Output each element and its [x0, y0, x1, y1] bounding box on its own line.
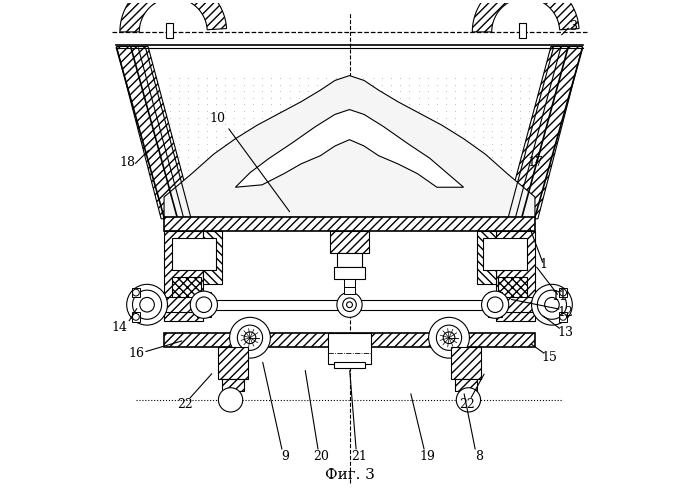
Text: 17: 17 [527, 156, 543, 168]
Text: 22: 22 [459, 398, 475, 411]
Polygon shape [473, 0, 579, 32]
Bar [164, 333, 535, 348]
Circle shape [133, 290, 161, 319]
Bar [132, 312, 140, 322]
Bar [495, 297, 535, 312]
Bar [330, 231, 369, 253]
Bar [222, 379, 244, 391]
Text: 20: 20 [313, 450, 329, 463]
Circle shape [436, 325, 461, 351]
Polygon shape [505, 47, 582, 219]
Bar [334, 267, 365, 279]
Circle shape [456, 388, 481, 412]
Bar [164, 218, 535, 231]
Bar [477, 231, 496, 284]
Text: 22: 22 [178, 398, 194, 411]
Polygon shape [164, 76, 535, 218]
Circle shape [337, 292, 362, 317]
Bar [204, 302, 495, 308]
Bar [164, 231, 203, 321]
Bar [199, 294, 209, 316]
Bar [166, 23, 173, 38]
Circle shape [140, 298, 154, 312]
Bar [173, 238, 216, 270]
Text: 15: 15 [542, 351, 557, 364]
Text: 21: 21 [352, 450, 367, 463]
Bar [203, 231, 222, 284]
Circle shape [538, 290, 566, 319]
Text: 3: 3 [570, 20, 578, 32]
Text: 1: 1 [540, 258, 548, 272]
Bar [132, 288, 140, 298]
Circle shape [218, 388, 243, 412]
Circle shape [560, 313, 566, 320]
Bar [488, 292, 503, 317]
Bar [204, 300, 495, 310]
Circle shape [347, 302, 352, 308]
Circle shape [133, 289, 139, 296]
Text: 8: 8 [475, 450, 482, 463]
Bar [334, 362, 365, 368]
Bar [483, 238, 526, 270]
Circle shape [238, 325, 263, 351]
Circle shape [343, 298, 356, 311]
Bar [218, 348, 247, 379]
Circle shape [560, 289, 566, 296]
Circle shape [244, 332, 256, 344]
Circle shape [127, 284, 168, 325]
Bar [452, 348, 481, 379]
Circle shape [190, 291, 217, 318]
Bar [519, 23, 526, 38]
Bar [455, 379, 477, 391]
Circle shape [196, 297, 212, 312]
Bar [498, 277, 526, 309]
Bar [559, 288, 567, 298]
Polygon shape [117, 47, 194, 219]
Circle shape [133, 313, 139, 320]
Text: 19: 19 [419, 450, 435, 463]
Bar [328, 333, 371, 364]
Text: 14: 14 [111, 321, 127, 333]
Bar [559, 312, 567, 322]
Text: 11: 11 [552, 290, 567, 303]
Bar [173, 277, 201, 309]
Bar [338, 253, 361, 267]
Circle shape [545, 298, 559, 312]
Circle shape [531, 284, 572, 325]
Text: 9: 9 [282, 450, 289, 463]
Text: 16: 16 [129, 347, 145, 360]
Text: Фиг. 3: Фиг. 3 [324, 467, 375, 482]
Bar [196, 292, 211, 317]
Circle shape [428, 317, 470, 358]
Polygon shape [120, 0, 226, 32]
Circle shape [443, 332, 455, 344]
Circle shape [487, 297, 503, 312]
Polygon shape [236, 109, 463, 187]
Bar [490, 294, 500, 316]
Bar [164, 297, 204, 312]
Text: 18: 18 [119, 156, 135, 168]
Text: 10: 10 [210, 112, 226, 125]
Text: 12: 12 [557, 306, 573, 319]
Bar [344, 279, 355, 287]
Circle shape [229, 317, 271, 358]
Text: 13: 13 [557, 327, 573, 339]
Circle shape [482, 291, 509, 318]
Bar [496, 231, 535, 321]
Bar [344, 287, 355, 294]
